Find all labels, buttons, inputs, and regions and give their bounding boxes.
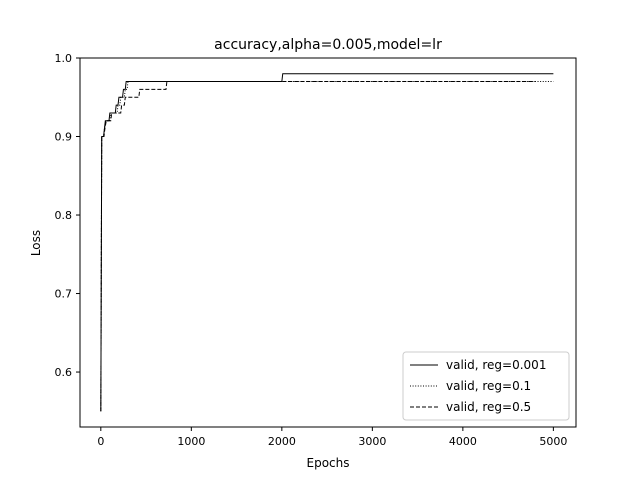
legend-box [402,351,570,421]
x-tick-label-0: 0 [97,435,104,448]
legend-label-0: valid, reg=0.001 [446,358,546,372]
y-tick-label-0: 0.6 [55,366,73,379]
legend: valid, reg=0.001 valid, reg=0.1 valid, r… [402,351,570,421]
axis-ticks: 0 1000 2000 3000 4000 5000 0.6 0.7 0.8 0.9 1.0 [55,52,568,448]
y-tick-label-3: 0.9 [55,131,73,144]
series-line-1 [100,81,554,412]
chart-title: accuracy,alpha=0.005,model=lr [214,37,442,53]
x-tick-label-2: 2000 [268,435,296,448]
x-tick-label-1: 1000 [177,435,205,448]
y-tick-label-2: 0.8 [55,209,73,222]
series-lines [100,73,554,412]
y-tick-label-1: 0.7 [55,288,73,301]
x-tick-label-5: 5000 [539,435,567,448]
plot-frame [79,57,577,428]
legend-label-2: valid, reg=0.5 [446,400,531,414]
y-tick-label-4: 1.0 [55,52,73,65]
x-tick-label-4: 4000 [449,435,477,448]
x-axis-label: Epochs [307,456,350,470]
legend-label-1: valid, reg=0.1 [446,379,531,393]
x-tick-label-3: 3000 [358,435,386,448]
series-line-2 [100,81,536,412]
y-axis-label: Loss [29,230,43,256]
